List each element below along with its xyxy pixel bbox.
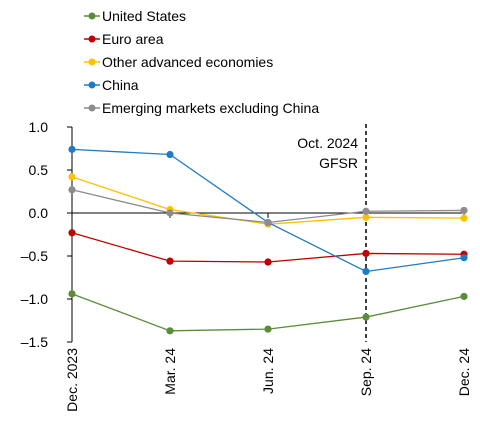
legend: United States Euro area Other advanced eco… xyxy=(84,8,319,116)
legend-swatch-marker xyxy=(88,58,96,66)
y-tick-label: 0.0 xyxy=(29,205,49,221)
series-line xyxy=(71,232,465,263)
legend-item: China xyxy=(84,77,139,93)
data-point xyxy=(362,249,370,258)
legend-item: Other advanced economies xyxy=(84,54,273,70)
annotation: Oct. 2024 GFSR xyxy=(297,124,367,342)
data-point xyxy=(362,207,370,215)
legend-swatch-marker xyxy=(88,104,96,112)
data-point xyxy=(68,229,76,237)
data-point xyxy=(166,327,174,335)
series xyxy=(68,186,468,227)
y-tick-label: –1.0 xyxy=(21,291,48,307)
legend-swatch-marker xyxy=(88,81,96,89)
legend-item: Euro area xyxy=(84,31,164,47)
legend-label: Euro area xyxy=(102,31,164,47)
annotation-label-line1: Oct. 2024 xyxy=(297,135,358,151)
series-group xyxy=(68,145,468,335)
series xyxy=(68,229,468,266)
data-point xyxy=(460,292,468,301)
legend-label: Emerging markets excluding China xyxy=(102,100,319,116)
data-point xyxy=(362,213,370,221)
data-point xyxy=(166,150,174,159)
data-point xyxy=(362,313,370,321)
series xyxy=(68,290,468,335)
data-point xyxy=(166,209,174,217)
x-tick-label: Dec. 24 xyxy=(456,348,472,396)
data-point xyxy=(460,254,468,262)
legend-label: China xyxy=(102,77,139,93)
data-point xyxy=(362,267,370,276)
data-point xyxy=(264,258,272,266)
legend-swatch-marker xyxy=(88,35,96,43)
y-tick-label: –1.5 xyxy=(21,334,48,350)
x-tick-label: Mar. 24 xyxy=(162,348,178,395)
data-point xyxy=(68,290,76,298)
legend-label: Other advanced economies xyxy=(102,54,273,70)
axes: 1.0 0.5 0.0 –0.5 –1.0 –1.5 Dec. 2023 Mar. 24 Jun… xyxy=(21,119,472,412)
data-point xyxy=(166,257,174,265)
data-point xyxy=(460,206,468,215)
legend-item: United States xyxy=(84,8,186,24)
x-tick-label: Jun. 24 xyxy=(260,348,276,394)
legend-item: Emerging markets excluding China xyxy=(84,100,319,116)
y-tick-label: 0.5 xyxy=(29,162,49,178)
series-line xyxy=(71,293,465,332)
y-tick-label: –0.5 xyxy=(21,248,48,264)
y-tick-label: 1.0 xyxy=(29,119,49,135)
data-point xyxy=(68,173,76,181)
data-point xyxy=(264,325,272,333)
annotation-label-line2: GFSR xyxy=(319,155,358,171)
legend-label: United States xyxy=(102,8,186,24)
data-point xyxy=(68,186,76,194)
x-tick-label: Sep. 24 xyxy=(358,348,374,396)
data-point xyxy=(460,214,468,222)
data-point xyxy=(68,145,76,153)
x-tick-label: Dec. 2023 xyxy=(64,348,80,412)
data-point xyxy=(264,218,272,227)
legend-swatch-marker xyxy=(88,12,96,20)
